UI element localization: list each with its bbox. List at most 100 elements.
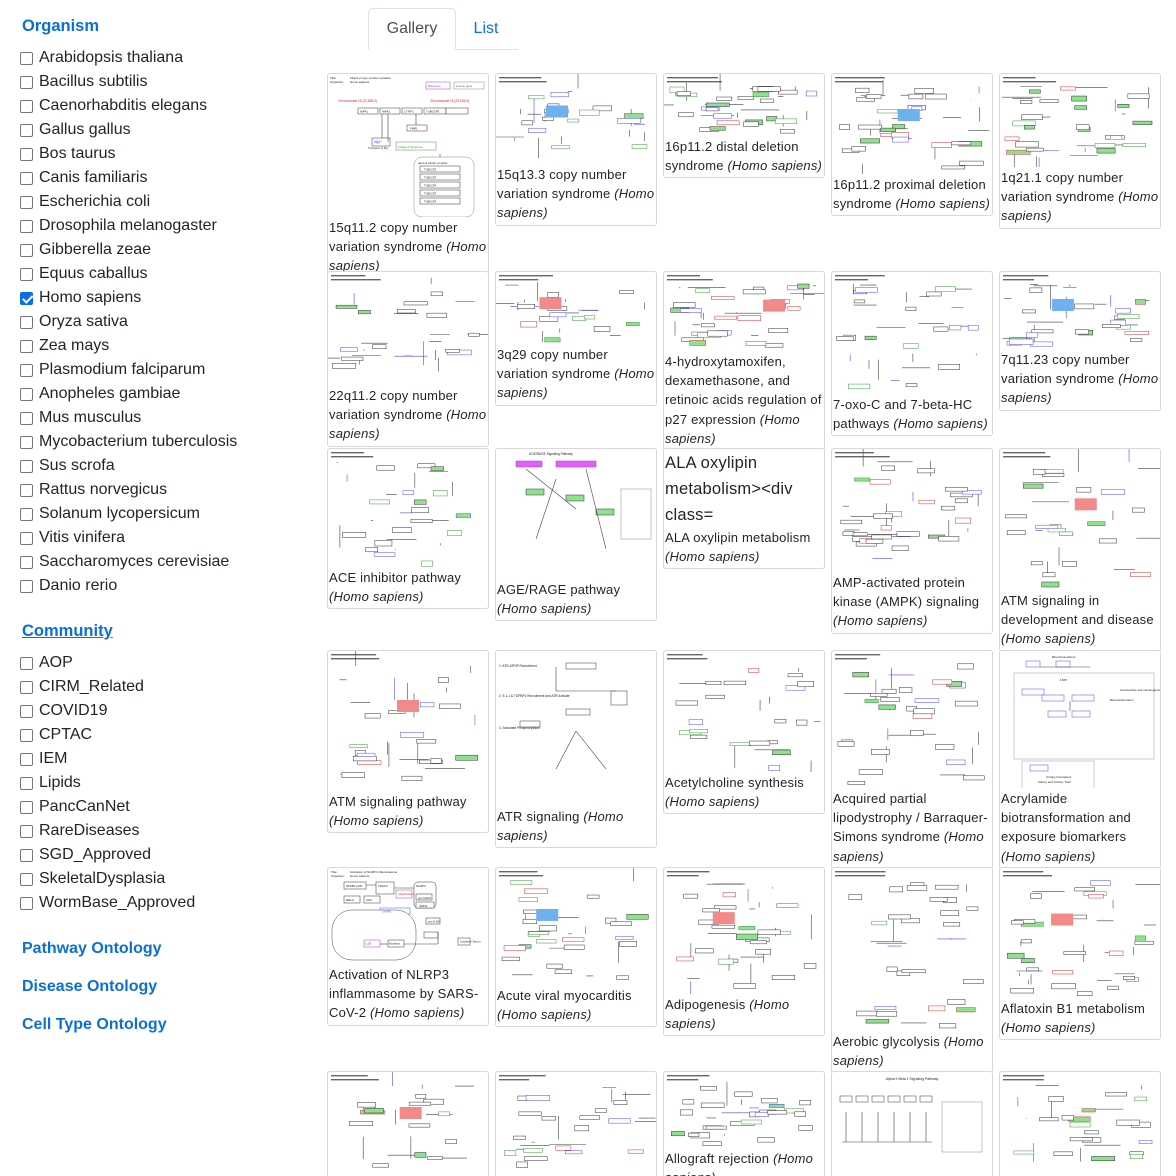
pathway-card[interactable]: 1q21.1 copy number variation syndrome (H… (999, 73, 1161, 229)
pathway-card[interactable]: 3q29 copy number variation syndrome (Hom… (495, 271, 657, 406)
community-filter-item[interactable]: Lipids (20, 772, 81, 794)
organism-checkbox[interactable] (20, 459, 33, 473)
pathway-card-caption[interactable]: Aerobic glycolysis (Homo sapiens) (832, 1031, 992, 1072)
organism-checkbox[interactable] (20, 579, 33, 593)
pathway-thumbnail[interactable] (664, 272, 824, 351)
pathway-thumbnail[interactable]: Title: Activation of NLRP3 inflammasome Or… (328, 868, 488, 964)
community-checkbox[interactable] (20, 728, 33, 742)
pathway-card[interactable]: ATM signaling pathway (Homo sapiens) (327, 650, 489, 834)
pathway-card-caption[interactable]: ACE inhibitor pathway (Homo sapiens) (328, 567, 488, 608)
organism-filter-item[interactable]: Drosophila melanogaster (20, 215, 217, 237)
organism-filter-item[interactable]: Rattus norvegicus (20, 479, 167, 501)
pathway-thumbnail[interactable] (664, 868, 824, 994)
pathway-card-caption[interactable]: AGE/RAGE pathway (Homo sapiens) (496, 579, 656, 620)
pathway-card[interactable]: ACE inhibitor pathway (Homo sapiens) (327, 448, 489, 610)
organism-checkbox[interactable] (20, 123, 33, 137)
pathway-card[interactable]: Acute viral myocarditis (Homo sapiens) (495, 867, 657, 1028)
pathway-thumbnail[interactable] (1000, 449, 1160, 590)
pathway-thumbnail[interactable] (832, 651, 992, 788)
organism-filter-item[interactable]: Homo sapiens (20, 287, 141, 309)
pathway-card[interactable]: Acetylcholine synthesis (Homo sapiens) (663, 650, 825, 815)
pathway-card[interactable]: 7q11.23 copy number variation syndrome (… (999, 271, 1161, 411)
organism-filter-item[interactable]: Escherichia coli (20, 191, 150, 213)
organism-filter-item[interactable]: Oryza sativa (20, 311, 128, 333)
community-filter-item[interactable]: SGD_Approved (20, 844, 151, 866)
organism-filter-item[interactable]: Canis familiaris (20, 167, 147, 189)
pathway-card[interactable]: 16p11.2 proximal deletion syndrome (Homo… (831, 73, 993, 217)
organism-checkbox[interactable] (20, 363, 33, 377)
organism-checkbox[interactable] (20, 387, 33, 401)
pathway-card-caption[interactable]: Alanine and aspartate metabolism (Homo s… (328, 1172, 488, 1176)
pathway-card[interactable]: Alpha 6 beta 4 signaling (Homo sapiens) (495, 1071, 657, 1176)
pathway-card-caption[interactable]: 7q11.23 copy number variation syndrome (… (1000, 349, 1160, 410)
organism-filter-item[interactable]: Plasmodium falciparum (20, 359, 205, 381)
pathway-thumbnail[interactable] (832, 272, 992, 394)
organism-checkbox[interactable] (20, 171, 33, 185)
pathway-card-caption[interactable]: 15q13.3 copy number variation syndrome (… (496, 164, 656, 225)
organism-filter-item[interactable]: Saccharomyces cerevisiae (20, 551, 229, 573)
pathway-card-caption[interactable]: Adipogenesis (Homo sapiens) (664, 994, 824, 1035)
pathway-thumbnail[interactable] (496, 74, 656, 164)
organism-checkbox[interactable] (20, 51, 33, 65)
organism-filter-item[interactable]: Gallus gallus (20, 119, 131, 141)
pathway-card[interactable]: Adipogenesis (Homo sapiens) (663, 867, 825, 1037)
pathway-thumbnail[interactable]: Title: 15q11.2 copy number variation Organ… (328, 74, 488, 217)
pathway-thumbnail[interactable]: Alpha 9 Beta 1 Signaling Pathway (832, 1072, 992, 1172)
pathway-card[interactable]: Allograft rejection (Homo sapiens) (663, 1071, 825, 1176)
pathway-thumbnail[interactable] (664, 74, 824, 136)
pathway-card-caption[interactable]: Activation of NLRP3 inflammasome by SARS… (328, 964, 488, 1025)
organism-filter-item[interactable]: Caenorhabditis elegans (20, 95, 207, 117)
community-filter-item[interactable]: WormBase_Approved (20, 892, 195, 914)
community-checkbox[interactable] (20, 872, 33, 886)
pathway-thumbnail[interactable] (1000, 74, 1160, 167)
community-filter-item[interactable]: CIRM_Related (20, 676, 144, 698)
disease-ontology-link[interactable]: Disease Ontology (22, 978, 158, 995)
pathway-card[interactable]: Alpha 9 Beta 1 Signaling Pathway Alpha 9 … (831, 1071, 993, 1176)
organism-filter-item[interactable]: Arabidopsis thaliana (20, 47, 183, 69)
organism-checkbox[interactable] (20, 243, 33, 257)
community-filter-item[interactable]: AOP (20, 652, 73, 674)
tab-list[interactable]: List (473, 20, 499, 37)
pathway-card-caption[interactable]: Altered glycosylation of (1000, 1172, 1160, 1176)
cell-type-ontology-link[interactable]: Cell Type Ontology (22, 1016, 167, 1033)
pathway-card-caption[interactable]: 4-hydroxytamoxifen, dexamethasone, and r… (664, 351, 824, 450)
pathway-card-caption[interactable]: Acute viral myocarditis (Homo sapiens) (496, 985, 656, 1026)
community-checkbox[interactable] (20, 656, 33, 670)
organism-checkbox[interactable] (20, 411, 33, 425)
organism-checkbox[interactable] (20, 531, 33, 545)
pathway-thumbnail[interactable] (1000, 1072, 1160, 1172)
pathway-card-caption[interactable]: ATM signaling in development and disease… (1000, 590, 1160, 651)
pathway-card-caption[interactable]: 15q11.2 copy number variation syndrome (… (328, 217, 488, 278)
pathway-card-caption[interactable]: Acquired partial lipodystrophy / Barraqu… (832, 788, 992, 868)
organism-checkbox[interactable] (20, 219, 33, 233)
pathway-card-caption[interactable]: Acetylcholine synthesis (Homo sapiens) (664, 772, 824, 813)
pathway-card[interactable]: 16p11.2 distal deletion syndrome (Homo s… (663, 73, 825, 179)
community-checkbox[interactable] (20, 680, 33, 694)
organism-checkbox[interactable] (20, 291, 33, 305)
pathway-card-caption[interactable]: 22q11.2 copy number variation syndrome (… (328, 385, 488, 446)
organism-checkbox[interactable] (20, 99, 33, 113)
organism-checkbox[interactable] (20, 507, 33, 521)
pathway-card[interactable]: 1. ATR-ATRIP Recruitment 2. 9-1-1 & TOPBP… (495, 650, 657, 849)
organism-filter-item[interactable]: Mus musculus (20, 407, 141, 429)
pathway-thumbnail[interactable] (496, 1072, 656, 1172)
pathway-card[interactable]: Alanine and aspartate metabolism (Homo s… (327, 1071, 489, 1176)
pathway-card-caption[interactable]: ALA oxylipin metabolism><div class= ALA o… (664, 449, 824, 568)
community-filter-item[interactable]: IEM (20, 748, 67, 770)
community-filter-item[interactable]: PancCanNet (20, 796, 130, 818)
pathway-thumbnail[interactable] (1000, 272, 1160, 349)
pathway-thumbnail[interactable] (832, 74, 992, 174)
community-checkbox[interactable] (20, 752, 33, 766)
pathway-thumbnail[interactable] (328, 651, 488, 791)
community-filter-item[interactable]: CPTAC (20, 724, 92, 746)
organism-filter-item[interactable]: Gibberella zeae (20, 239, 151, 261)
organism-filter-item[interactable]: Solanum lycopersicum (20, 503, 200, 525)
organism-checkbox[interactable] (20, 555, 33, 569)
pathway-card-caption[interactable]: 3q29 copy number variation syndrome (Hom… (496, 344, 656, 405)
pathway-card[interactable]: 15q13.3 copy number variation syndrome (… (495, 73, 657, 226)
pathway-card[interactable]: Blood biomarkers Liver Kidney and Urinary … (999, 650, 1161, 869)
organism-checkbox[interactable] (20, 315, 33, 329)
pathway-card-caption[interactable]: 1q21.1 copy number variation syndrome (H… (1000, 167, 1160, 228)
pathway-card-caption[interactable]: Aflatoxin B1 metabolism (Homo sapiens) (1000, 998, 1160, 1039)
community-checkbox[interactable] (20, 896, 33, 910)
